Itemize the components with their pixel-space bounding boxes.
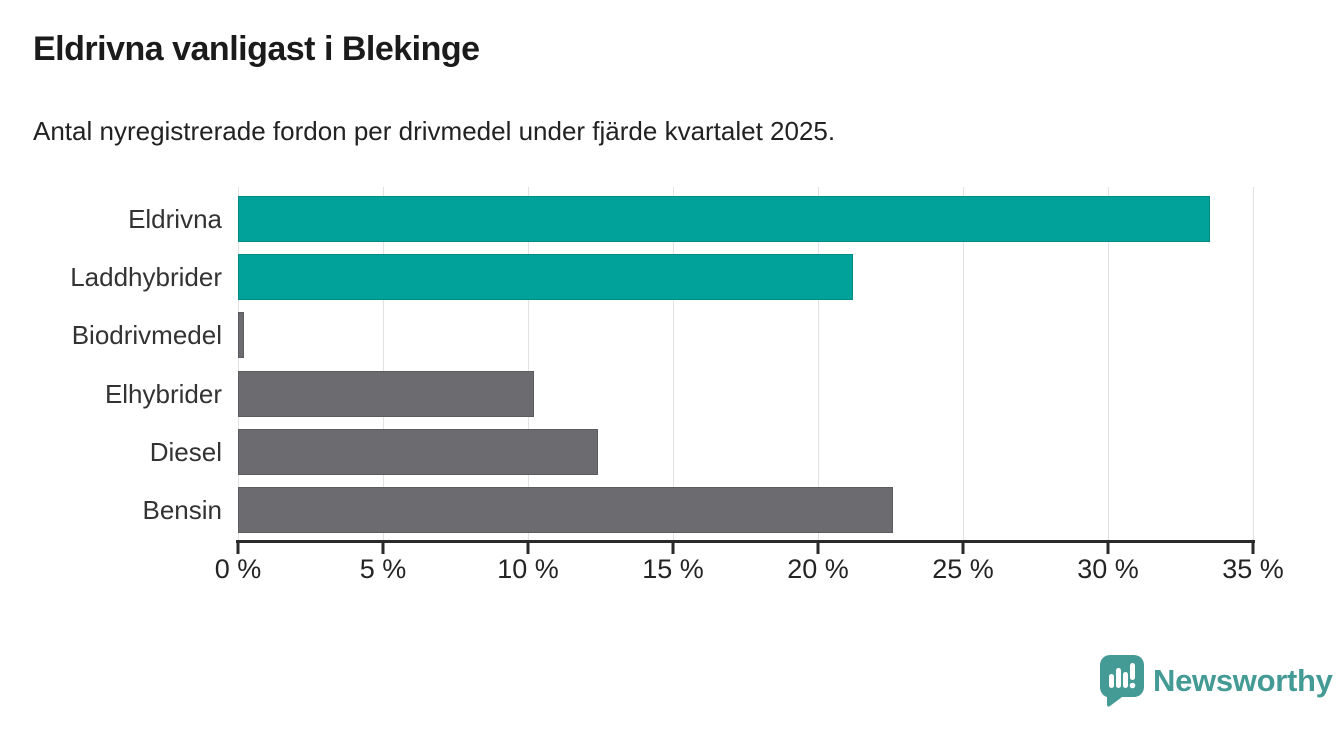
category-label-bensin: Bensin xyxy=(142,495,223,525)
newsworthy-logo: Newsworthy xyxy=(1100,655,1333,707)
bar-elhybrider xyxy=(238,370,534,417)
chart-subtitle: Antal nyregistrerade fordon per drivmede… xyxy=(33,116,836,146)
bar-biodrivmedel xyxy=(238,312,244,359)
x-tick-label-0: 0 % xyxy=(214,554,262,584)
x-tick-label-5: 5 % xyxy=(359,554,407,584)
gridline-10 xyxy=(528,187,529,541)
x-tick-label-20: 20 % xyxy=(787,554,849,584)
x-tick-label-35: 35 % xyxy=(1222,554,1284,584)
x-tick-label-15: 15 % xyxy=(642,554,704,584)
bar-laddhybrider xyxy=(238,254,853,301)
x-tick-35 xyxy=(1251,540,1255,554)
logo-bar-2 xyxy=(1116,668,1121,688)
gridline-15 xyxy=(673,187,674,541)
category-label-eldrivna: Eldrivna xyxy=(128,204,222,234)
x-tick-5 xyxy=(381,540,385,554)
bar-chart-plot-area xyxy=(238,187,1254,541)
x-tick-label-10: 10 % xyxy=(497,554,559,584)
logo-exclamation-dot xyxy=(1129,682,1136,689)
x-tick-label-25: 25 % xyxy=(932,554,994,584)
x-tick-label-30: 30 % xyxy=(1077,554,1139,584)
gridline-0 xyxy=(238,187,239,541)
logo-bar-1 xyxy=(1109,674,1114,688)
bar-bensin xyxy=(238,487,894,533)
gridline-5 xyxy=(383,187,384,541)
logo-bar-3 xyxy=(1123,672,1128,688)
x-tick-30 xyxy=(1106,540,1110,554)
newsworthy-logo-text: Newsworthy xyxy=(1153,663,1333,698)
category-label-laddhybrider: Laddhybrider xyxy=(70,262,222,293)
x-tick-25 xyxy=(961,540,965,554)
speech-bubble-shape xyxy=(1100,655,1144,707)
logo-exclamation-stem xyxy=(1130,663,1135,680)
category-label-elhybrider: Elhybrider xyxy=(104,378,222,409)
bar-diesel xyxy=(238,428,598,475)
bar-eldrivna xyxy=(238,196,1210,242)
gridline-30 xyxy=(1108,187,1109,541)
category-label-diesel: Diesel xyxy=(149,436,222,467)
x-axis-line xyxy=(236,540,1255,543)
chart-title: Eldrivna vanligast i Blekinge xyxy=(33,30,480,68)
gridline-20 xyxy=(818,187,819,541)
category-label-biodrivmedel: Biodrivmedel xyxy=(71,320,222,351)
gridline-35 xyxy=(1253,187,1254,541)
newsworthy-logo-icon xyxy=(1100,655,1144,707)
x-tick-15 xyxy=(671,540,675,554)
gridline-25 xyxy=(963,187,964,541)
x-tick-20 xyxy=(816,540,820,554)
x-tick-10 xyxy=(526,540,530,554)
x-tick-0 xyxy=(236,540,240,554)
